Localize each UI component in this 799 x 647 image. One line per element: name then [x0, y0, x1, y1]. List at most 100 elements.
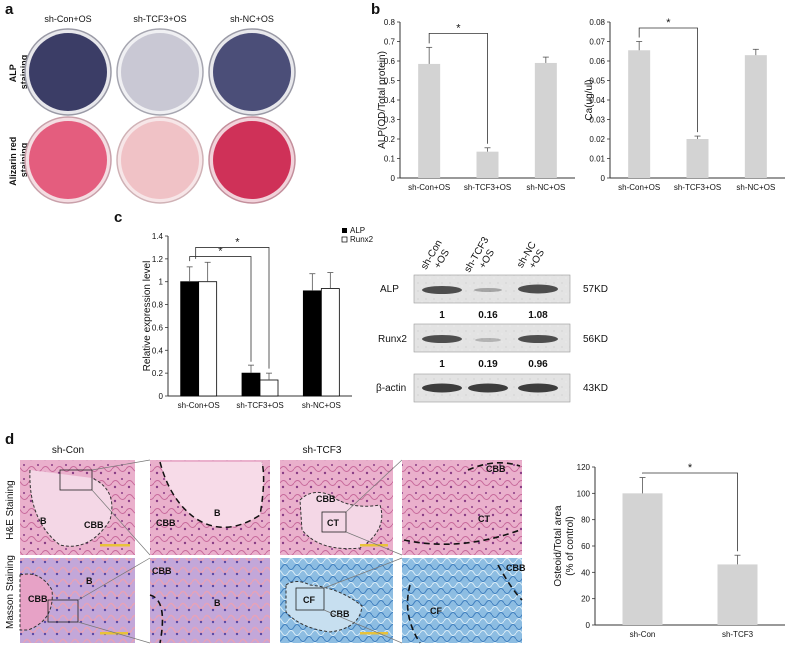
- blot-lane-label-1: sh-Con +OS: [419, 236, 456, 277]
- d-ylabel-line-0: Osteoid/Total area: [553, 505, 564, 587]
- he-con-overview-outline: [29, 469, 113, 547]
- ms-con-overview-outline: [19, 573, 53, 631]
- plate-col-title-1: sh-Con+OS: [44, 14, 91, 24]
- blot-size-alp: 57KD: [583, 284, 608, 295]
- d-ytick-label-6: 120: [577, 463, 591, 472]
- b1-ytick-label-3: 0.3: [384, 116, 396, 125]
- plate-alp-tcf3-stain: [121, 33, 199, 111]
- c-bar-runx2-2: [320, 288, 340, 397]
- histology-panel: sh-Con sh-TCF3 H&E Staining Masson Stain…: [5, 445, 526, 644]
- ms-con-b-label-1: CBB: [152, 566, 172, 576]
- c-significance-mark-alp: *: [218, 246, 223, 258]
- ms-tcf3-a-label-2: CBB: [330, 609, 350, 619]
- histo-row-label-masson: Masson Staining: [5, 555, 16, 629]
- c-ytick-label-2: 0.4: [152, 346, 164, 355]
- c-ylabel: Relative expression level: [142, 261, 153, 372]
- d-xtick-label-1: sh-TCF3: [722, 630, 754, 639]
- b1-significance-bracket: [428, 32, 488, 144]
- b2-ytick-label-3: 0.03: [589, 116, 605, 125]
- plate-alp-con-stain: [29, 33, 107, 111]
- d-ytick-label-3: 60: [581, 542, 590, 551]
- he-tcf3-zoom: [402, 460, 522, 555]
- blot-value-runx2-2: 0.19: [478, 359, 498, 370]
- d-bar-1: [717, 564, 758, 625]
- blot-row-label-actin: β-actin: [376, 383, 406, 394]
- b2-ytick-label-7: 0.07: [589, 38, 605, 47]
- c-significance-bracket-alp: [189, 256, 252, 362]
- ms-tcf3-zoom-line-1: [323, 557, 403, 589]
- c-ytick-label-1: 0.2: [152, 369, 164, 378]
- plate-col-title-2: sh-TCF3+OS: [133, 14, 186, 24]
- b1-bar-2: [534, 62, 557, 179]
- b2-ylabel-line-0: Ca(ug/ul): [584, 79, 595, 120]
- c-xtick-label-1: sh-TCF3+OS: [236, 401, 283, 410]
- ms-con-b-label-2: B: [214, 598, 221, 608]
- b1-ytick-label-5: 0.5: [384, 77, 396, 86]
- band-actin-2: [468, 383, 508, 393]
- chart-osteoid-area: 0 20 40 60 80 100 120 Osteoid/Total area(% of c…: [553, 462, 785, 639]
- b2-ytick-label-4: 0.04: [589, 96, 605, 105]
- c-bar-runx2-1: [259, 379, 279, 397]
- plate-col-title-3: sh-NC+OS: [230, 14, 274, 24]
- band-alp-3: [518, 284, 558, 294]
- d-ylabel: Osteoid/Total area(% of control): [553, 505, 576, 587]
- he-con-b-label-2: B: [214, 508, 221, 518]
- he-tcf3-a-label-1: CBB: [316, 494, 336, 504]
- d-bar-0: [622, 493, 663, 625]
- blot-value-alp-1: 1: [439, 310, 445, 321]
- legend-label-runx2: Runx2: [350, 235, 374, 244]
- d-ytick-label-0: 0: [586, 621, 591, 630]
- blot-size-runx2: 56KD: [583, 334, 608, 345]
- b1-ylabel-line-0: ALP(OD/Total protein): [377, 51, 388, 149]
- he-con-zoom-line-1: [91, 459, 151, 471]
- band-actin-1: [422, 383, 462, 393]
- ms-con-zoom: [150, 558, 270, 643]
- d-significance-mark: *: [688, 462, 693, 474]
- he-tcf3-inset-box: [321, 511, 347, 533]
- b1-ytick-label-2: 0.2: [384, 135, 396, 144]
- ms-tcf3-b-label-1: CBB: [506, 563, 526, 573]
- he-tcf3-zoom-outline-2: [403, 529, 521, 546]
- c-xtick-label-0: sh-Con+OS: [178, 401, 220, 410]
- he-con-zoom-outline: [159, 461, 265, 529]
- ms-tcf3-zoom-line-2: [323, 609, 403, 644]
- b1-ytick-label-8: 0.8: [384, 18, 396, 27]
- plate-ar-nc-stain: [213, 121, 291, 199]
- he-tcf3-a-label-2: CT: [327, 518, 339, 528]
- b1-ytick-label-1: 0.1: [384, 155, 396, 164]
- he-tcf3-zoom-line-2: [345, 531, 403, 556]
- d-ytick-label-5: 100: [577, 489, 591, 498]
- blot-value-alp-2: 0.16: [478, 310, 498, 321]
- he-tcf3-zoom-outline-1: [467, 462, 521, 471]
- c-bar-alp-2: [302, 290, 322, 397]
- plate-row-label-alp-line1: ALP: [8, 64, 18, 82]
- band-alp-2: [474, 288, 502, 292]
- d-significance-bracket: [642, 472, 738, 552]
- blot-lane-label-3: sh-NC +OS: [515, 238, 550, 276]
- plate-row-label-alp-line2: staining: [19, 55, 29, 90]
- plate-ar-con-stain: [29, 121, 107, 199]
- b1-ytick-label-6: 0.6: [384, 57, 396, 66]
- ms-tcf3-zoom-outline-1: [406, 584, 421, 644]
- band-runx2-2: [475, 338, 501, 342]
- b2-significance-bracket: [638, 27, 698, 133]
- ms-con-inset-box: [47, 599, 79, 623]
- legend-c: ALP Runx2: [341, 226, 374, 244]
- ms-tcf3-scalebar: [360, 632, 388, 635]
- he-con-a-label-2: CBB: [84, 520, 104, 530]
- band-actin-3: [518, 383, 558, 393]
- c-significance-bracket-runx2: [195, 247, 270, 369]
- b2-ylabel: Ca(ug/ul): [584, 79, 595, 120]
- panel-label-b: b: [371, 1, 380, 18]
- c-ytick-label-7: 1.4: [152, 232, 164, 241]
- d-ytick-label-4: 80: [581, 516, 590, 525]
- ms-con-zoom-outline: [149, 594, 164, 644]
- ms-con-zoom-line-1: [77, 557, 151, 601]
- b1-significance-mark: *: [456, 22, 461, 34]
- ms-tcf3-inset-box: [295, 587, 325, 611]
- blot-lane-label-2: sh-TCF3 +OS: [462, 233, 502, 280]
- band-runx2-3: [518, 335, 558, 343]
- he-con-a-label-1: B: [40, 516, 47, 526]
- c-ytick-label-0: 0: [159, 392, 164, 401]
